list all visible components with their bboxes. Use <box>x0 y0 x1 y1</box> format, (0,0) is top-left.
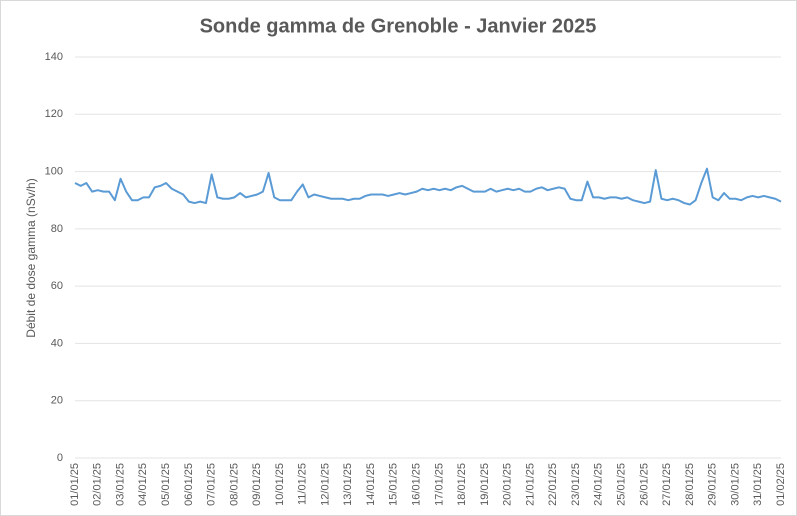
x-tick-label: 15/01/25 <box>388 463 400 506</box>
x-tick-label: 16/01/25 <box>411 463 423 506</box>
y-tick-label: 120 <box>45 108 63 120</box>
x-tick-label: 28/01/25 <box>684 463 696 506</box>
x-tick-label: 22/01/25 <box>547 463 559 506</box>
data-line <box>74 167 782 206</box>
y-tick-label: 40 <box>51 337 63 349</box>
y-axis-label: Débit de dose gamma (nSv/h) <box>24 178 38 337</box>
x-tick-label: 31/01/25 <box>752 463 764 506</box>
x-tick-label: 27/01/25 <box>661 463 673 506</box>
x-tick-label: 29/01/25 <box>707 463 719 506</box>
x-tick-label: 01/02/25 <box>775 463 787 506</box>
x-tick-label: 23/01/25 <box>570 463 582 506</box>
y-tick-label: 0 <box>57 452 63 464</box>
x-tick-label: 24/01/25 <box>593 463 605 506</box>
x-tick-label: 18/01/25 <box>456 463 468 506</box>
x-tick-label: 06/01/25 <box>183 463 195 506</box>
x-tick-label: 10/01/25 <box>274 463 286 506</box>
x-tick-label: 09/01/25 <box>251 463 263 506</box>
x-tick-label: 14/01/25 <box>365 463 377 506</box>
x-tick-label: 26/01/25 <box>638 463 650 506</box>
y-tick-label: 60 <box>51 280 63 292</box>
x-tick-label: 04/01/25 <box>137 463 149 506</box>
y-tick-label: 100 <box>45 165 63 177</box>
x-tick-label: 03/01/25 <box>114 463 126 506</box>
x-tick-label: 19/01/25 <box>479 463 491 506</box>
x-tick-label: 30/01/25 <box>729 463 741 506</box>
y-tick-label: 80 <box>51 223 63 235</box>
chart-title: Sonde gamma de Grenoble - Janvier 2025 <box>200 15 597 37</box>
x-tick-label: 21/01/25 <box>524 463 536 506</box>
x-tick-label: 17/01/25 <box>433 463 445 506</box>
x-tick-label: 12/01/25 <box>319 463 331 506</box>
x-tick-label: 02/01/25 <box>92 463 104 506</box>
x-tick-label: 13/01/25 <box>342 463 354 506</box>
x-tick-label: 07/01/25 <box>206 463 218 506</box>
y-tick-label: 140 <box>45 51 63 63</box>
x-tick-label: 11/01/25 <box>297 463 309 505</box>
x-tick-label: 08/01/25 <box>228 463 240 506</box>
x-tick-label: 25/01/25 <box>615 463 627 506</box>
x-tick-label: 05/01/25 <box>160 463 172 506</box>
x-tick-label: 01/01/25 <box>69 463 81 506</box>
x-tick-label: 20/01/25 <box>502 463 514 506</box>
y-tick-label: 20 <box>51 395 63 407</box>
